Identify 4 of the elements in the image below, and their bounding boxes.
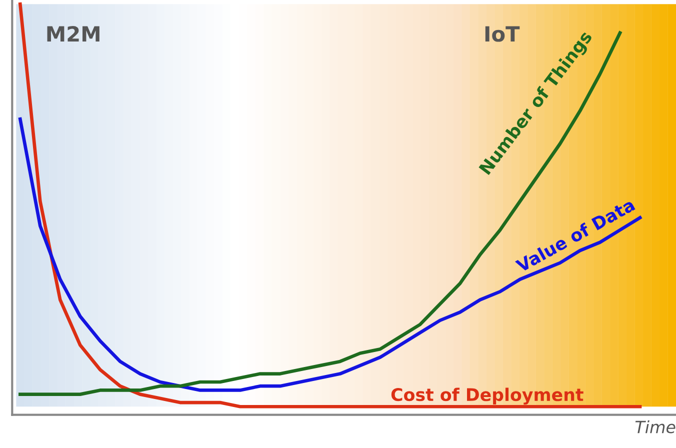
- annotation: IoT: [485, 26, 520, 42]
- annotation: M2M: [47, 26, 100, 42]
- series-label: Cost of Deployment: [391, 388, 584, 405]
- x-axis-title: Time: [635, 420, 676, 434]
